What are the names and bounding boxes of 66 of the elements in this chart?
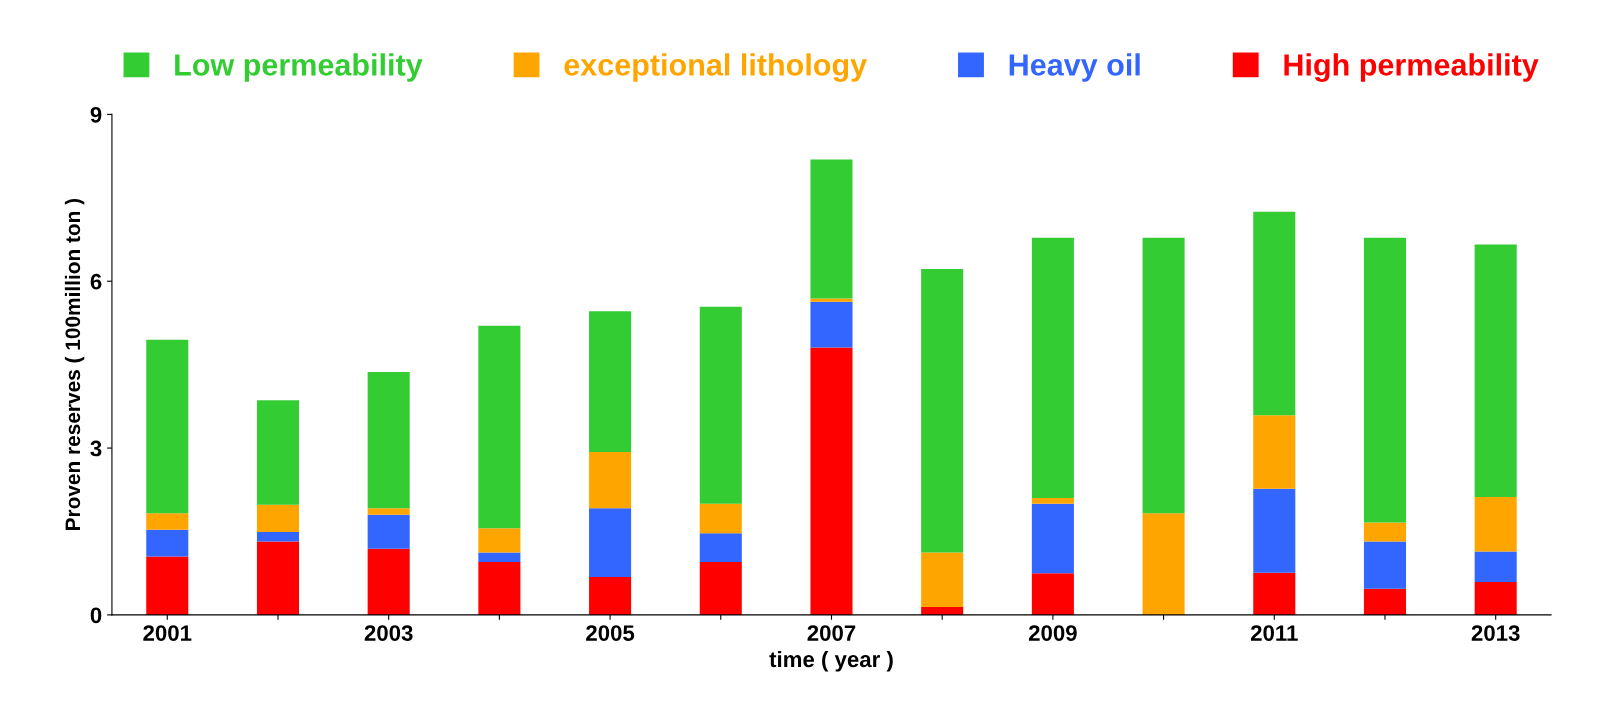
x-tick-label: 2001 [143,625,192,641]
bar [1253,572,1296,615]
x-tick-label: 2013 [1471,625,1520,641]
bar [1253,211,1296,416]
bar [256,541,300,615]
bar [256,504,300,533]
bar [699,306,742,504]
y-tick-label: 9 [90,106,102,123]
bar [146,529,189,557]
bar [589,577,632,615]
bar [921,607,964,615]
x-tick-label: 2011 [1250,625,1298,641]
bar [1363,541,1407,589]
bar [810,301,853,348]
bar [589,508,632,578]
x-tick-label: 2009 [1028,625,1077,641]
x-tick-label: 2003 [364,625,413,641]
bar [699,503,742,534]
x-tick-label: 2007 [807,625,856,641]
bar [1031,503,1074,574]
bar [589,451,632,509]
legend-label: High permeability [1284,53,1539,82]
bar [589,311,632,452]
bar [1142,237,1185,514]
bar [1474,497,1517,552]
bar [1253,488,1296,573]
bar [478,552,521,563]
bar [810,159,853,299]
bar [1031,498,1074,504]
y-tick-label: 0 [90,607,102,624]
bar [367,508,410,515]
bar [1142,513,1185,615]
bar [1474,244,1517,497]
bar [367,371,410,509]
y-tick-label: 3 [90,440,102,457]
legend-label: Low permeability [175,53,423,82]
y-axis-title: Proven reserves ( 100million ton ) [64,198,85,530]
bar [1031,237,1074,499]
bar [146,339,189,514]
bar [256,532,300,542]
bar [367,514,410,549]
bar [699,533,742,563]
bar [478,325,521,529]
legend-label: exceptional lithology [564,53,867,82]
bar [478,562,521,615]
bar [1474,582,1517,615]
bar [1253,415,1296,489]
bar [1031,573,1074,615]
bar [1363,522,1407,542]
bar [810,298,853,302]
bar [921,552,964,608]
bar [146,556,189,615]
bar [1474,551,1517,583]
bar [146,513,189,530]
bar [367,548,410,615]
bar [1363,237,1407,523]
bar [699,562,742,615]
legend-label: Heavy oil [1009,53,1140,82]
bar [810,347,853,615]
bar [256,400,300,505]
x-tick-label: 2005 [586,625,635,641]
y-tick-label: 6 [90,273,102,290]
x-axis-title: time ( year ) [769,650,893,672]
bar [921,269,964,553]
bar [1363,588,1407,615]
bar [478,528,521,553]
